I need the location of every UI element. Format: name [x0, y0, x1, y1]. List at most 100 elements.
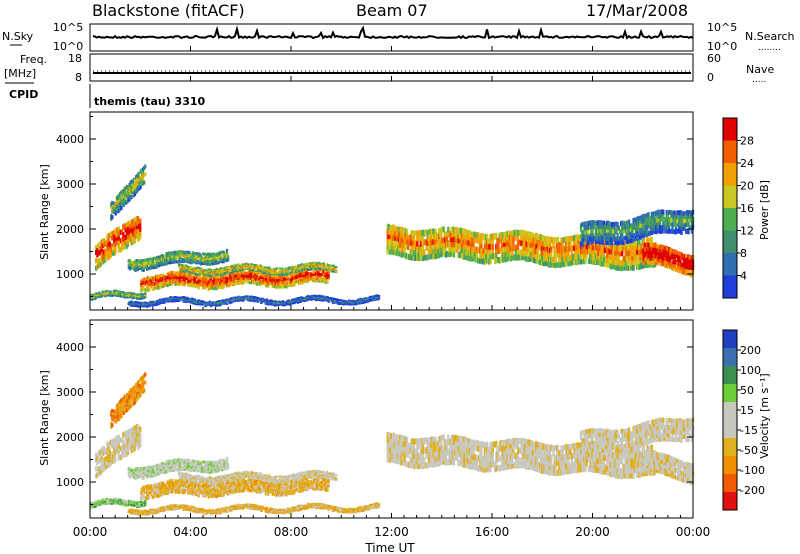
power-cell: [321, 296, 325, 299]
power-cell: [280, 285, 283, 289]
power-cell: [598, 231, 601, 237]
power-cell: [230, 269, 233, 272]
power-cell: [144, 259, 148, 263]
power-cell: [215, 255, 218, 259]
power-cell: [209, 284, 213, 288]
power-cell: [662, 261, 665, 267]
power-cell: [544, 245, 547, 252]
power-cell: [278, 275, 281, 280]
power-cell: [256, 282, 259, 286]
power-cell: [617, 254, 620, 261]
power-cell: [169, 297, 173, 300]
power-cell: [650, 246, 653, 251]
power-cell: [183, 275, 186, 279]
power-cell: [277, 302, 280, 305]
power-cell: [528, 231, 531, 238]
power-cell: [94, 297, 97, 300]
power-cell: [397, 250, 401, 257]
power-cell: [264, 302, 267, 304]
power-cell: [520, 229, 523, 236]
power-cell: [548, 261, 552, 268]
power-cell: [128, 229, 132, 235]
power-cell: [215, 303, 218, 306]
power-cell: [144, 172, 147, 177]
power-cell: [139, 260, 142, 264]
power-cell: [429, 239, 433, 246]
power-cell: [647, 216, 650, 221]
power-cell: [446, 235, 449, 242]
power-cell: [583, 248, 586, 255]
power-cell: [166, 278, 169, 282]
power-cell: [672, 220, 675, 226]
power-cell: [91, 297, 94, 300]
power-cell: [117, 239, 120, 245]
power-cell: [682, 218, 685, 224]
power-cell: [472, 241, 475, 248]
power-cell: [421, 244, 425, 251]
power-cell: [239, 278, 242, 282]
power-cell: [395, 249, 398, 256]
power-cell: [677, 221, 680, 227]
power-cell: [286, 270, 289, 273]
power-cell: [288, 303, 291, 305]
power-cell: [114, 206, 117, 211]
power-cell: [279, 267, 282, 270]
power-cell: [217, 259, 221, 263]
power-cell: [332, 300, 335, 303]
power-cell: [663, 228, 666, 234]
power-cell: [637, 220, 640, 226]
power-cell: [183, 252, 186, 256]
power-cell: [140, 286, 143, 290]
power-cell: [611, 249, 615, 256]
power-cell: [336, 298, 339, 301]
power-cell: [215, 304, 218, 307]
power-cell: [575, 259, 578, 266]
power-cell: [182, 296, 185, 298]
power-cell: [191, 280, 194, 284]
power-cell: [536, 253, 539, 260]
power-cell: [302, 299, 305, 302]
power-cell: [614, 254, 617, 261]
power-cell: [99, 295, 102, 298]
power-cell: [275, 280, 278, 284]
power-cell: [527, 240, 530, 247]
power-cell: [507, 255, 510, 261]
power-cell: [191, 284, 194, 288]
power-cell: [335, 301, 338, 304]
power-cell: [503, 237, 506, 243]
power-cell: [269, 267, 272, 270]
power-cell: [207, 274, 210, 277]
power-cell: [95, 258, 98, 264]
power-cell: [521, 254, 524, 260]
power-cell: [215, 260, 218, 264]
power-cell: [90, 298, 93, 301]
power-cell: [177, 273, 181, 277]
power-cell: [221, 285, 224, 290]
power-cell: [405, 238, 409, 245]
power-cell: [229, 302, 232, 305]
power-cell: [92, 296, 95, 299]
power-cell: [209, 271, 213, 274]
power-cell: [225, 280, 229, 284]
power-cell: [416, 245, 419, 251]
power-cell: [332, 264, 336, 267]
power-cell: [111, 209, 114, 214]
power-cell: [200, 273, 203, 276]
power-cell: [375, 295, 378, 298]
power-cell: [231, 280, 234, 285]
power-cell: [324, 296, 327, 299]
power-cell: [243, 270, 246, 274]
power-cell: [214, 275, 217, 280]
power-cell: [231, 278, 234, 282]
power-cell: [234, 270, 238, 273]
power-cell: [349, 300, 352, 302]
power-cell: [150, 282, 153, 287]
power-cell: [327, 264, 330, 267]
power-cell: [139, 234, 142, 240]
power-cell: [243, 298, 246, 300]
power-cell: [653, 260, 656, 265]
power-cell: [253, 279, 256, 283]
power-cell: [370, 299, 374, 302]
power-cell: [278, 273, 281, 276]
power-cell: [239, 276, 242, 280]
